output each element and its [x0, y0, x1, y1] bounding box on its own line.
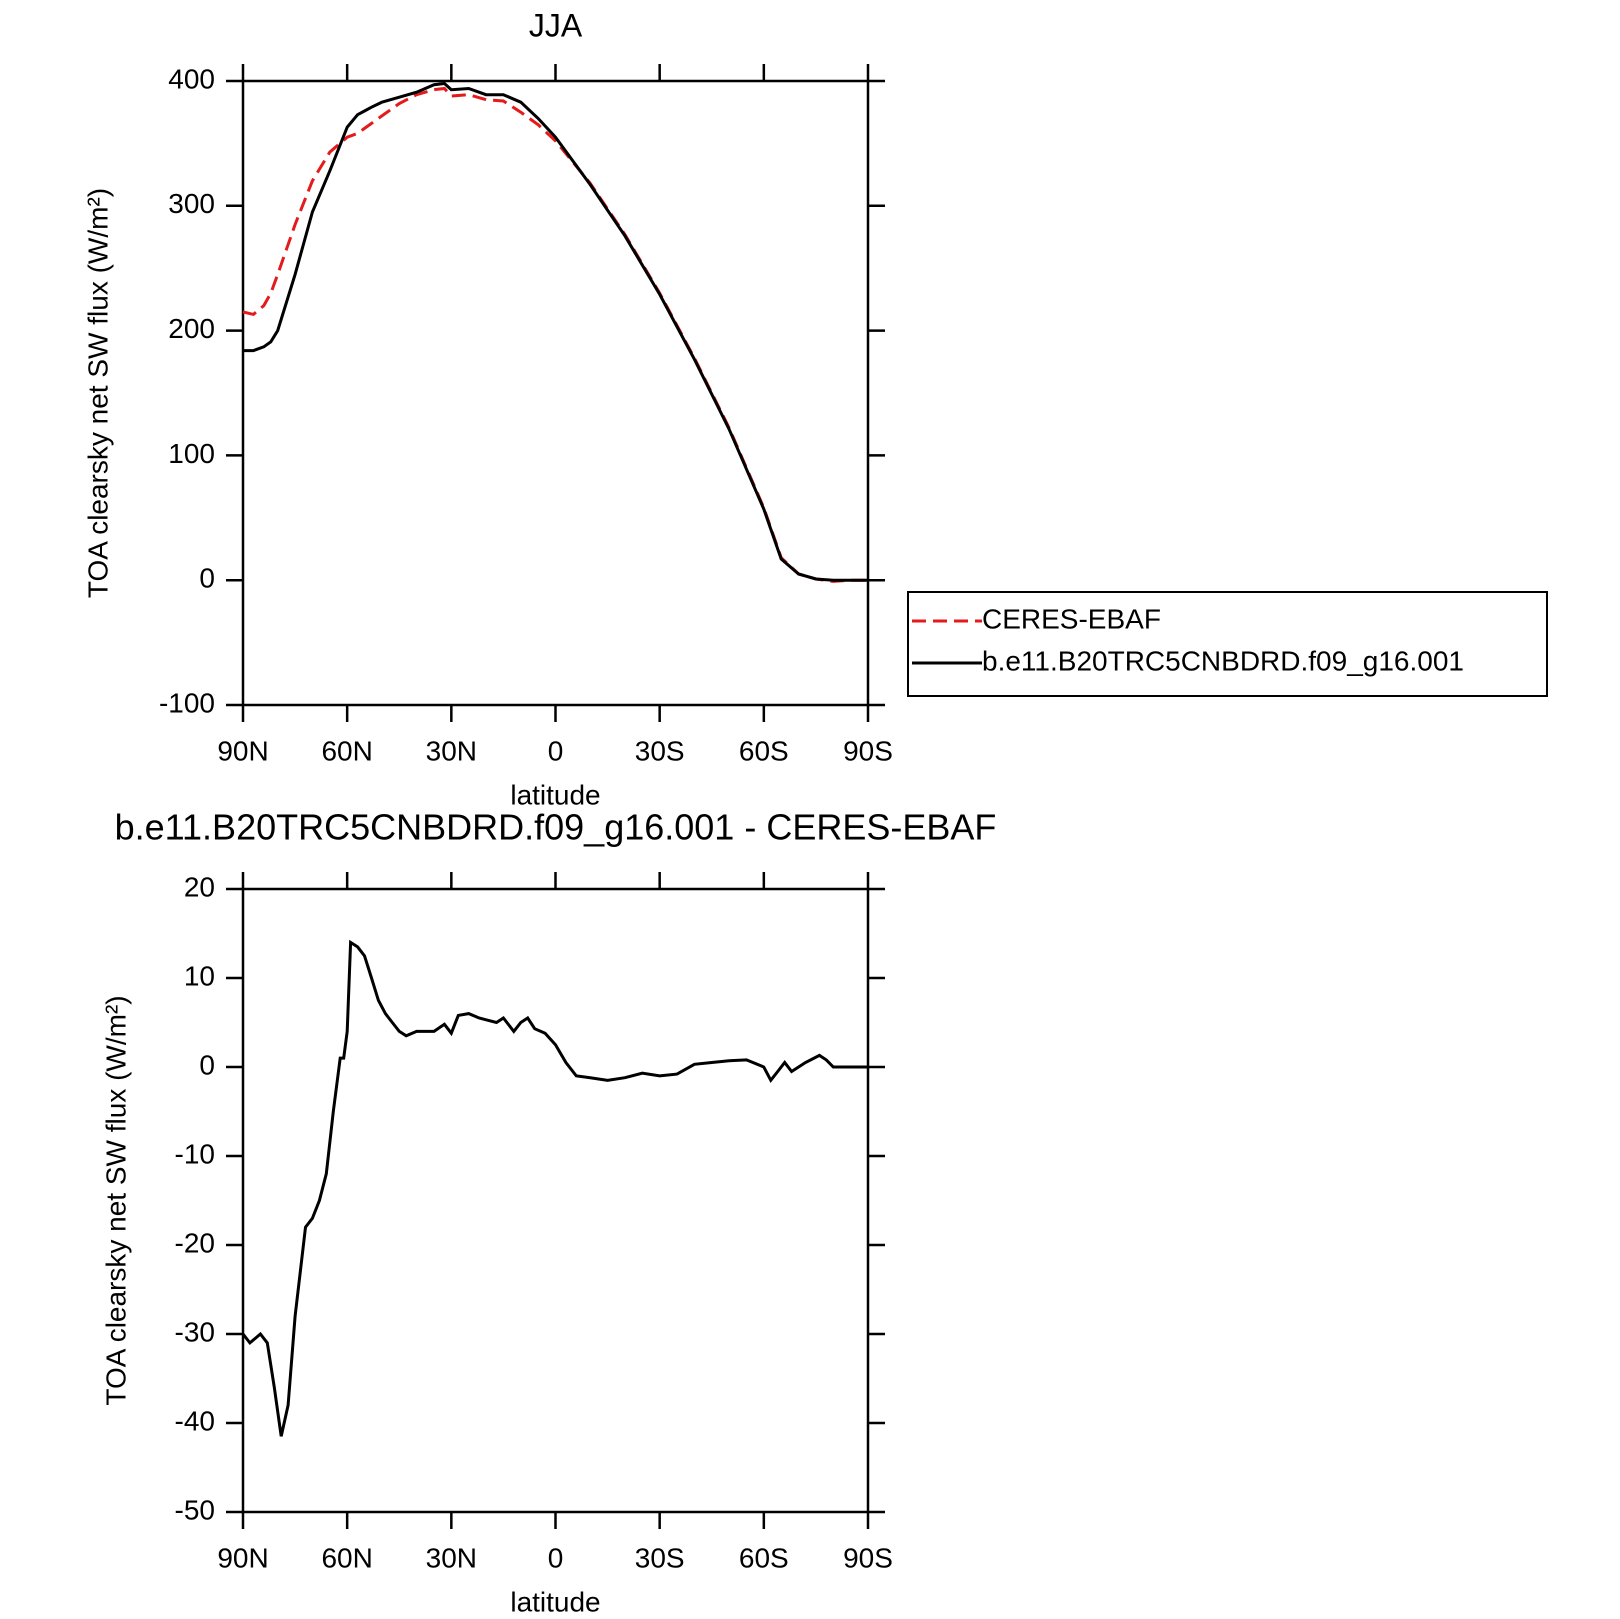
x-tick-label: 30N — [426, 1542, 477, 1573]
y-tick-label: 0 — [199, 563, 215, 594]
y-tick-label: 200 — [168, 313, 215, 344]
chart-title: JJA — [529, 7, 583, 43]
x-tick-label: 60N — [321, 1542, 372, 1573]
y-tick-label: 20 — [184, 871, 215, 902]
x-tick-label: 60S — [739, 735, 789, 766]
x-tick-label: 90N — [217, 1542, 268, 1573]
data-line — [241, 939, 868, 1437]
y-tick-label: 10 — [184, 960, 215, 991]
x-tick-label: 60N — [321, 735, 372, 766]
x-axis-label: latitude — [510, 779, 600, 810]
x-tick-label: 30N — [426, 735, 477, 766]
y-tick-label: -100 — [159, 687, 215, 718]
data-line — [242, 86, 868, 583]
y-tick-label: 100 — [168, 438, 215, 469]
chart-title: b.e11.B20TRC5CNBDRD.f09_g16.001 - CERES-… — [115, 807, 997, 848]
x-axis-label: latitude — [510, 1586, 600, 1617]
y-tick-label: -10 — [175, 1138, 215, 1169]
plot-frame — [241, 887, 870, 1514]
x-tick-label: 30S — [635, 1542, 685, 1573]
y-tick-label: -40 — [175, 1405, 215, 1436]
y-tick-label: 400 — [168, 63, 215, 94]
x-tick-label: 90N — [217, 735, 268, 766]
y-tick-label: -30 — [175, 1316, 215, 1347]
y-tick-label: 300 — [168, 188, 215, 219]
legend-box — [907, 591, 1548, 697]
x-tick-label: 30S — [635, 735, 685, 766]
y-axis-label: TOA clearsky net SW flux (W/m²) — [82, 188, 113, 598]
legend-label: CERES-EBAF — [982, 603, 1161, 634]
legend-label: b.e11.B20TRC5CNBDRD.f09_g16.001 — [982, 645, 1464, 676]
data-line — [243, 81, 868, 582]
x-tick-label: 90S — [843, 735, 893, 766]
x-tick-label: 90S — [843, 1542, 893, 1573]
y-axis-label: TOA clearsky net SW flux (W/m²) — [100, 995, 131, 1405]
y-tick-label: -50 — [175, 1494, 215, 1525]
x-tick-label: 60S — [739, 1542, 789, 1573]
x-tick-label: 0 — [548, 735, 564, 766]
y-tick-label: 0 — [199, 1049, 215, 1080]
y-tick-label: -20 — [175, 1227, 215, 1258]
x-tick-label: 0 — [548, 1542, 564, 1573]
plot-frame — [241, 79, 870, 707]
